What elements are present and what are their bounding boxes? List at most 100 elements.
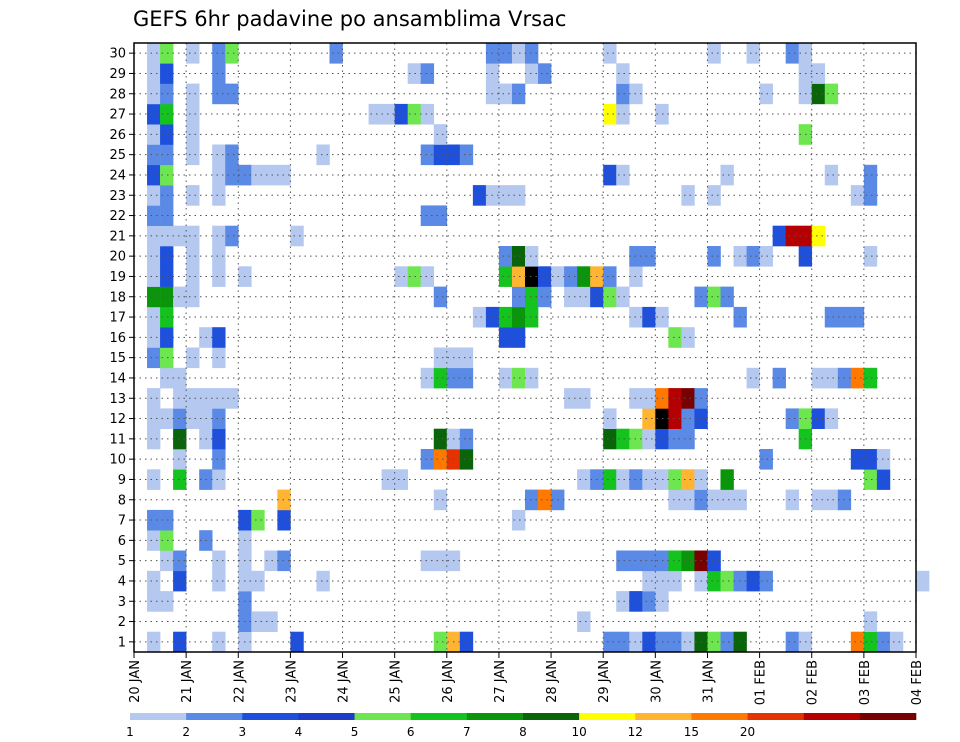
heatmap-cell — [511, 43, 526, 64]
heatmap-cell — [759, 570, 773, 592]
heatmap-cell — [616, 83, 630, 105]
heatmap-cell — [668, 469, 682, 490]
heatmap-cell — [212, 185, 226, 206]
heatmap-cell — [160, 63, 174, 84]
heatmap-cell — [160, 164, 174, 186]
y-tick-label: 16 — [109, 331, 126, 346]
heatmap-cell — [863, 469, 878, 490]
heatmap-cell — [147, 631, 161, 653]
heatmap-cell — [394, 266, 408, 287]
heatmap-cell — [603, 266, 617, 287]
heatmap-cell — [160, 550, 174, 572]
heatmap-cell — [850, 185, 865, 206]
heatmap-cell — [147, 266, 161, 287]
heatmap-cell — [160, 83, 174, 105]
heatmap-cell — [616, 286, 630, 308]
heatmap-cell — [160, 246, 174, 267]
heatmap-cell — [603, 286, 617, 308]
heatmap-cell — [616, 591, 630, 612]
heatmap-cell — [277, 550, 291, 572]
colorbar-swatch — [859, 713, 917, 720]
colorbar-swatch — [186, 713, 243, 720]
heatmap-cell — [746, 246, 760, 267]
heatmap-cell — [212, 570, 226, 592]
heatmap-cell — [329, 43, 343, 64]
colorbar-swatch — [523, 713, 580, 720]
heatmap-cell — [681, 631, 695, 653]
colorbar-swatch — [410, 713, 468, 720]
heatmap-cell — [642, 246, 656, 267]
heatmap-cell — [459, 631, 474, 653]
heatmap-cell — [394, 469, 408, 490]
heatmap-cell — [681, 185, 695, 206]
x-tick-label: 26 JAN — [441, 660, 456, 703]
heatmap-cell — [394, 103, 408, 125]
colorbar-label: 20 — [740, 725, 755, 739]
heatmap-cell — [147, 428, 161, 450]
heatmap-cell — [759, 449, 773, 470]
heatmap-cell — [225, 388, 239, 409]
heatmap-cell — [420, 63, 435, 84]
heatmap-cell — [668, 408, 682, 429]
heatmap-cell — [681, 469, 695, 490]
heatmap-cell — [785, 489, 799, 511]
heatmap-cell — [147, 246, 161, 267]
heatmap-cell — [850, 449, 865, 470]
heatmap-cell — [642, 550, 656, 572]
heatmap-cell — [147, 225, 161, 247]
heatmap-cell — [147, 63, 161, 84]
y-tick-label: 2 — [118, 615, 126, 630]
x-tick-label: 21 JAN — [180, 660, 195, 703]
heatmap-cell — [264, 550, 278, 572]
heatmap-cell — [186, 266, 200, 287]
colorbar-swatch — [579, 713, 636, 720]
heatmap-cell — [707, 489, 721, 511]
heatmap-cell — [173, 225, 187, 247]
heatmap-cell — [785, 408, 799, 429]
heatmap-cell — [525, 246, 539, 267]
heatmap-cell — [811, 408, 826, 429]
heatmap-cell — [616, 469, 630, 490]
heatmap-cell — [147, 509, 161, 531]
heatmap-cell — [824, 408, 839, 429]
heatmap-cell — [433, 205, 448, 226]
heatmap-cell — [863, 164, 878, 186]
heatmap-cell — [772, 367, 786, 389]
heatmap-cell — [290, 225, 304, 247]
colorbar: 1 2 3 4 5 6 7 8 10 12 15 20 — [126, 713, 917, 739]
heatmap-cell — [511, 185, 526, 206]
heatmap-cell — [420, 103, 435, 125]
heatmap-cell — [160, 205, 174, 226]
heatmap-cell — [147, 469, 161, 490]
heatmap-cell — [642, 570, 656, 592]
heatmap-cell — [212, 388, 226, 409]
heatmap-cell — [264, 164, 278, 186]
heatmap-cell — [186, 83, 200, 105]
heatmap-cell — [212, 225, 226, 247]
heatmap-cell — [824, 367, 839, 389]
x-tick-label: 01 FEB — [754, 660, 769, 705]
heatmap-cell — [577, 611, 591, 632]
x-tick-label: 03 FEB — [858, 660, 873, 705]
y-tick-label: 4 — [118, 574, 126, 589]
heatmap-cell — [212, 449, 226, 470]
heatmap-cell — [277, 489, 291, 511]
y-tick-label: 8 — [118, 493, 126, 508]
y-tick-label: 23 — [109, 189, 126, 204]
heatmap-cell — [160, 43, 174, 64]
heatmap-cell — [707, 286, 721, 308]
heatmap-cell — [433, 144, 448, 166]
heatmap-cell — [876, 449, 891, 470]
heatmap-cell — [186, 246, 200, 267]
heatmap-cell — [147, 530, 161, 551]
heatmap-cell — [720, 631, 734, 653]
heatmap-cell — [785, 43, 799, 64]
heatmap-cell — [160, 124, 174, 145]
heatmap-cell — [147, 591, 161, 612]
heatmap-cell — [407, 63, 422, 84]
heatmap-cell — [746, 43, 760, 64]
heatmap-cell — [668, 550, 682, 572]
heatmap-cell — [160, 225, 174, 247]
heatmap-cell — [720, 286, 734, 308]
